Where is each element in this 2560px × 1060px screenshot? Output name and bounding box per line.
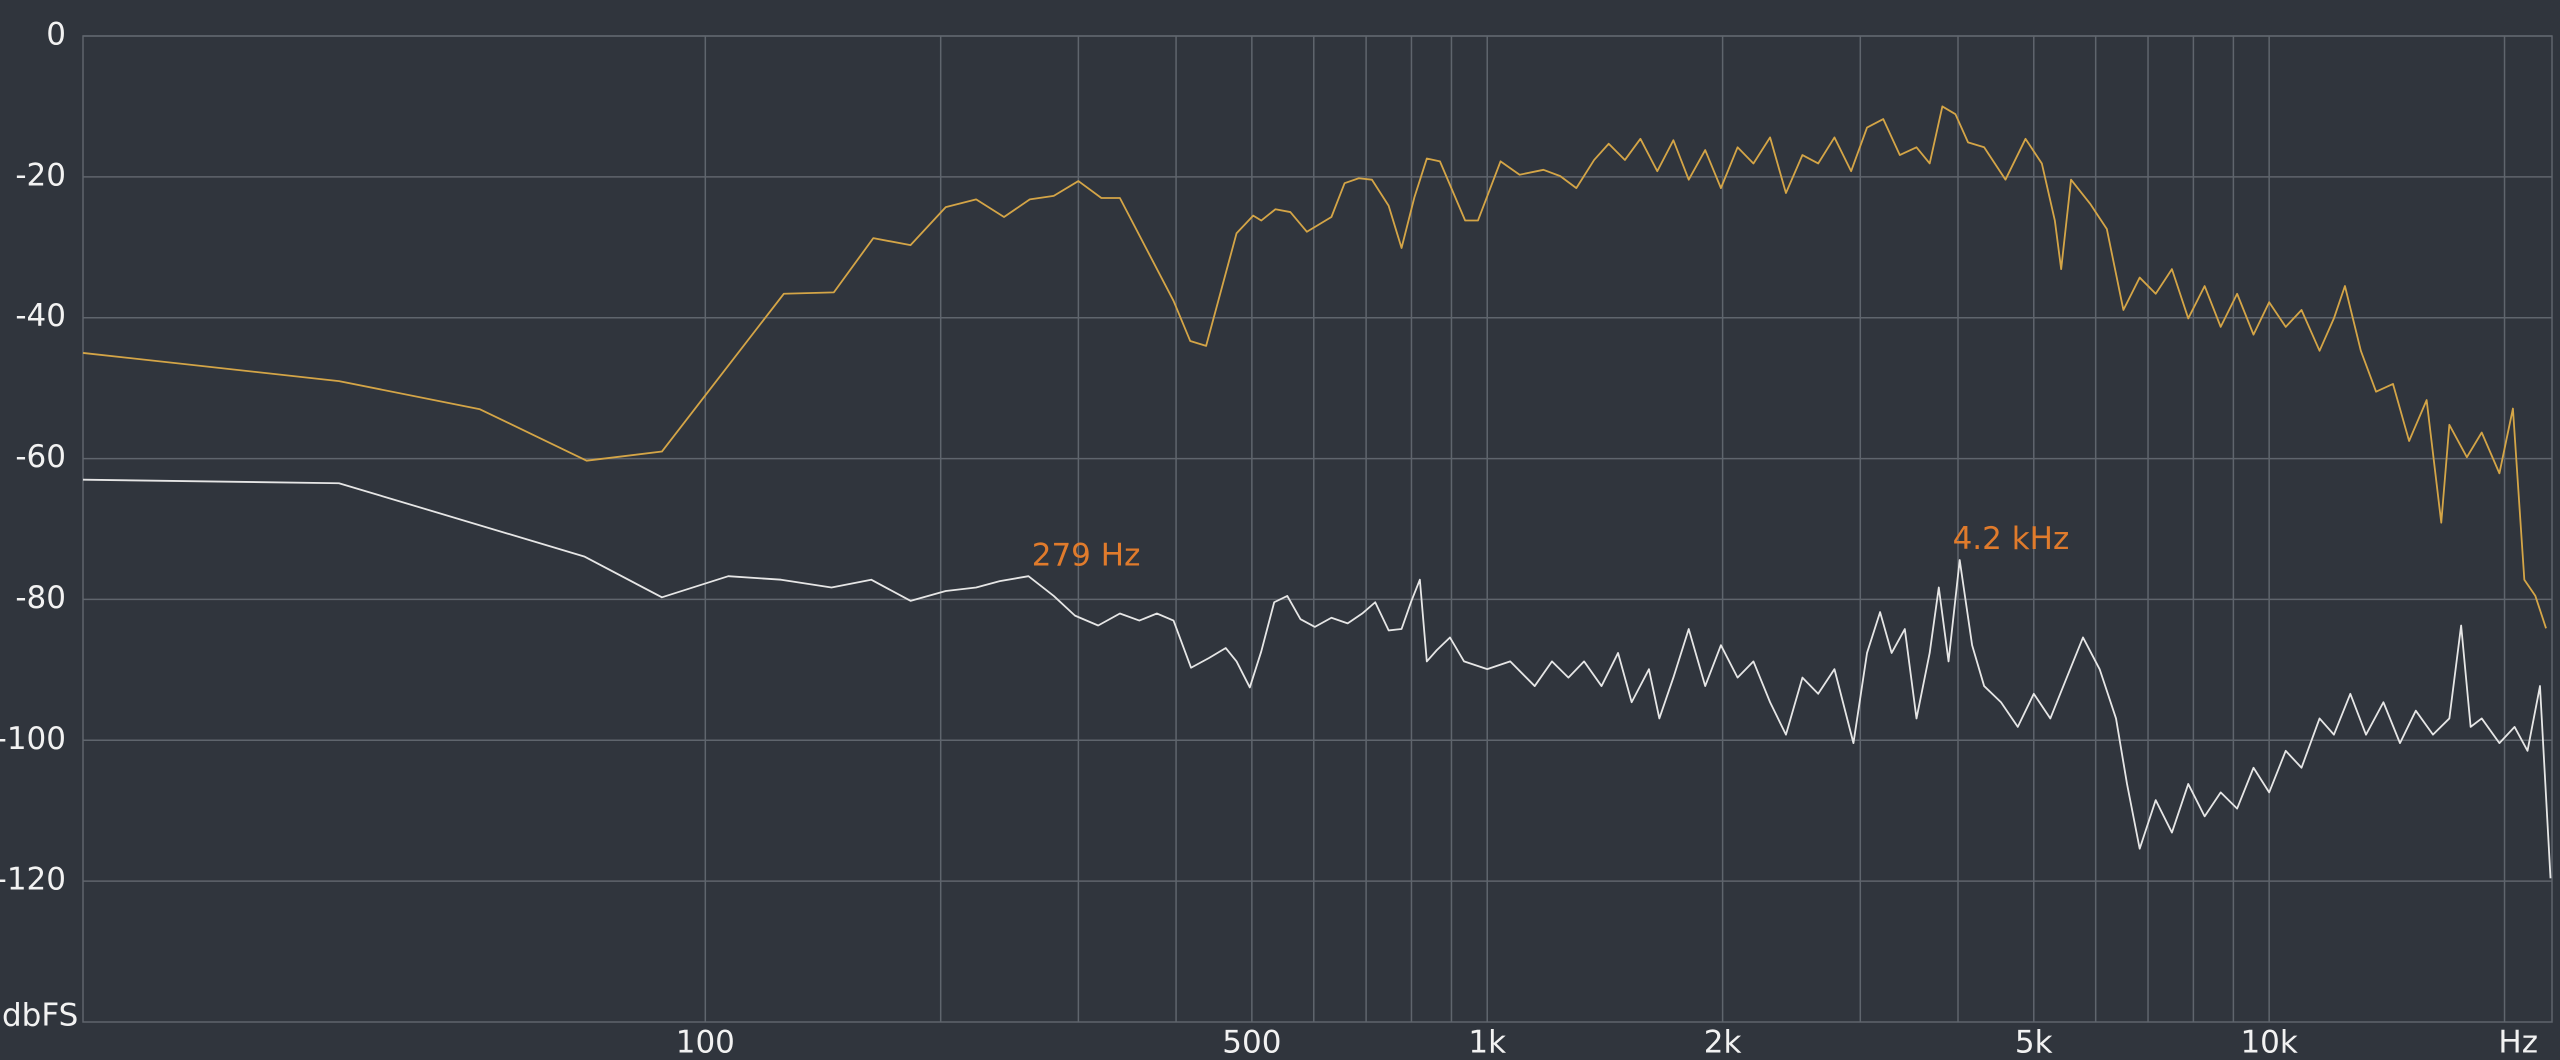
y-tick-label: -60 (15, 439, 66, 475)
y-tick-label: -120 (0, 862, 66, 898)
spectrum-line (82, 478, 2552, 879)
y-tick-label: -40 (15, 298, 66, 334)
x-tick-label: 100 (676, 1025, 735, 1060)
y-axis-label: dbFS (2, 998, 78, 1034)
y-tick-label: -20 (15, 157, 66, 193)
y-tick-label: -80 (15, 580, 66, 616)
x-tick-label: 10k (2240, 1025, 2297, 1060)
y-tick-label: -100 (0, 721, 66, 757)
x-tick-label: 1k (1468, 1025, 1506, 1060)
x-tick-label: 2k (1704, 1025, 1742, 1060)
x-axis-label: Hz (2498, 1025, 2538, 1060)
annotation: 279 Hz (1032, 538, 1141, 574)
annotation: 4.2 kHz (1953, 521, 2070, 557)
y-tick-label: 0 (46, 17, 66, 53)
x-tick-label: 5k (2015, 1025, 2053, 1060)
spectrum-line (82, 105, 2547, 629)
x-tick-label: 500 (1222, 1025, 1281, 1060)
